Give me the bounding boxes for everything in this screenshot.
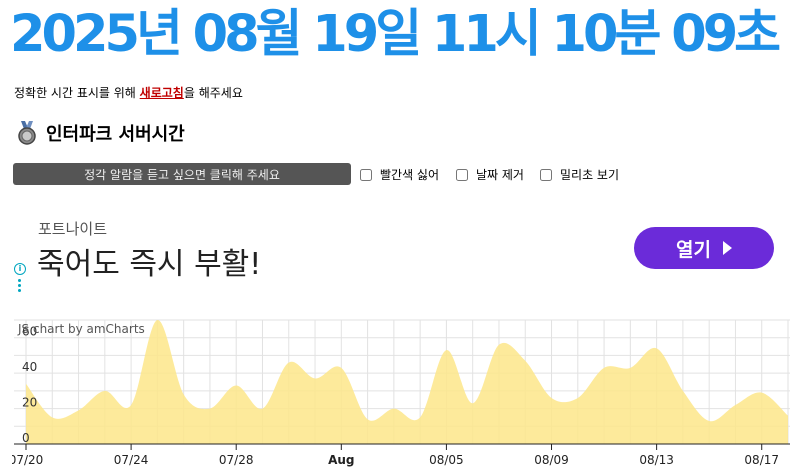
option-red-off-label: 빨간색 싫어	[380, 168, 440, 182]
play-arrow-icon	[722, 241, 732, 255]
option-red-off[interactable]: 빨간색 싫어	[360, 166, 439, 183]
y-tick-label: 40	[22, 360, 37, 374]
refresh-note: 정확한 시간 표시를 위해 새로고침을 해주세요	[14, 84, 243, 101]
option-remove-date-checkbox[interactable]	[456, 168, 468, 181]
refresh-note-suffix: 을 해주세요	[183, 86, 243, 100]
x-tick-label: 07/24	[114, 453, 149, 467]
medal-icon	[18, 121, 36, 145]
x-tick-label: 07/28	[219, 453, 254, 467]
refresh-link[interactable]: 새로고침	[139, 86, 184, 100]
x-tick-label: 08/13	[639, 453, 674, 467]
alarm-button[interactable]: 정각 알람을 듣고 싶으면 클릭해 주세요	[13, 163, 351, 185]
option-show-ms-checkbox[interactable]	[540, 168, 552, 181]
refresh-note-prefix: 정확한 시간 표시를 위해	[14, 86, 140, 100]
ad-info-icon[interactable]: i	[14, 263, 26, 275]
x-tick-label: 08/09	[534, 453, 569, 467]
option-remove-date-label: 날짜 제거	[476, 168, 524, 182]
x-tick-label: 08/05	[429, 453, 464, 467]
ad-banner[interactable]: 포트나이트 죽어도 즉시 부활! 열기 i	[12, 200, 790, 296]
ad-open-button[interactable]: 열기	[634, 227, 774, 269]
option-show-ms[interactable]: 밀리초 보기	[540, 166, 619, 183]
x-tick-label: 07/20	[12, 453, 43, 467]
ad-open-label: 열기	[676, 238, 711, 261]
ad-brand: 포트나이트	[38, 220, 108, 238]
option-remove-date[interactable]: 날짜 제거	[456, 166, 524, 183]
y-tick-label: 20	[22, 396, 37, 410]
y-tick-label: 0	[22, 431, 30, 445]
current-time-display: 2025년 08월 19일 11시 10분 09초	[10, 5, 781, 64]
chart-canvas: 0 20 40 60 07/20 07/24 07/28 Aug 08/05 08/09 08/13…	[12, 319, 790, 467]
y-tick-label: 60	[22, 325, 37, 339]
option-red-off-checkbox[interactable]	[360, 168, 372, 181]
time-chart: 0 20 40 60 07/20 07/24 07/28 Aug 08/05 08/09 08/13…	[12, 316, 790, 474]
server-title: 인터파크 서버시간	[16, 120, 185, 146]
area-series	[26, 319, 788, 444]
ad-headline: 죽어도 즉시 부활!	[37, 247, 262, 282]
server-title-text: 인터파크 서버시간	[46, 124, 185, 145]
ad-menu-icon[interactable]	[18, 279, 21, 294]
chart-credit[interactable]: JS chart by amCharts	[18, 322, 145, 336]
x-tick-label: Aug	[328, 453, 354, 467]
option-show-ms-label: 밀리초 보기	[560, 168, 620, 182]
x-tick-label: 08/17	[744, 453, 779, 467]
